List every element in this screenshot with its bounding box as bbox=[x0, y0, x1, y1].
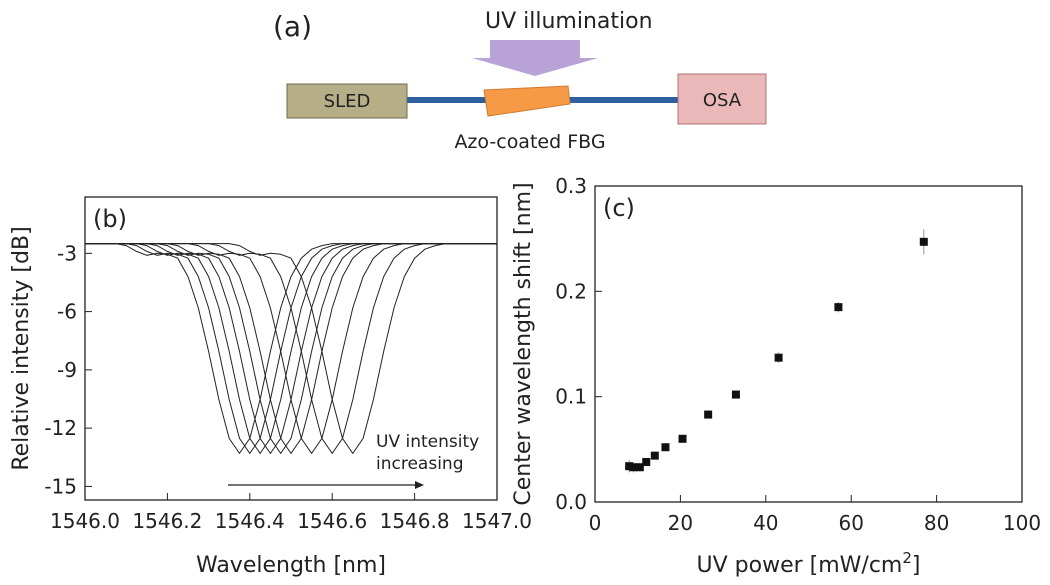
data-point bbox=[650, 451, 659, 460]
osa-label: OSA bbox=[703, 90, 742, 111]
x-tick-label: 60 bbox=[838, 511, 863, 535]
panel-label: (b) bbox=[93, 205, 127, 233]
spectrum-line bbox=[85, 243, 497, 455]
spectrum-line bbox=[85, 243, 497, 455]
trend-arrowhead bbox=[415, 481, 424, 489]
data-point bbox=[731, 390, 740, 399]
setup-diagram: (a) UV illumination SLED Azo-coated FBG … bbox=[273, 9, 767, 153]
spectrum-line bbox=[85, 243, 497, 455]
y-tick-label: -3 bbox=[57, 241, 77, 265]
spectrum-line bbox=[85, 243, 497, 455]
x-axis-label-end: ] bbox=[912, 553, 921, 578]
x-tick-label: 1546.6 bbox=[297, 509, 367, 533]
spectrum-line bbox=[85, 243, 497, 455]
x-tick-label: 1546.2 bbox=[132, 509, 202, 533]
sled-label: SLED bbox=[324, 91, 371, 112]
sled-box bbox=[286, 83, 408, 119]
y-tick-label: 0.1 bbox=[555, 385, 587, 409]
plot-frame bbox=[84, 196, 498, 501]
x-axis-label-text: UV power [mW/cm bbox=[697, 553, 903, 578]
y-tick-label: 0.3 bbox=[555, 174, 587, 198]
spectrum-line bbox=[85, 243, 497, 455]
x-tick-label: 20 bbox=[668, 511, 693, 535]
panel-label: (a) bbox=[273, 10, 312, 43]
panel-label: (c) bbox=[603, 194, 635, 222]
x-tick-label: 0 bbox=[589, 511, 602, 535]
y-tick-label: -6 bbox=[57, 300, 77, 324]
spectrum-line bbox=[85, 243, 497, 455]
y-tick-label: -12 bbox=[44, 416, 77, 440]
annotation: increasing bbox=[376, 454, 463, 474]
x-tick-label: 1546.4 bbox=[215, 509, 285, 533]
data-point bbox=[774, 353, 783, 362]
data-point bbox=[625, 462, 634, 471]
uv-arrow bbox=[472, 40, 598, 76]
x-tick-label: 40 bbox=[753, 511, 778, 535]
fbg-label: Azo-coated FBG bbox=[454, 131, 605, 153]
data-point bbox=[642, 457, 651, 466]
x-tick-label: 80 bbox=[924, 511, 949, 535]
y-tick-label: 0.2 bbox=[555, 279, 587, 303]
y-tick-label: -9 bbox=[57, 358, 77, 382]
y-axis-label: Relative intensity [dB] bbox=[9, 226, 34, 470]
x-tick-label: 100 bbox=[1003, 511, 1041, 535]
fbg bbox=[483, 85, 571, 117]
plot-frame bbox=[594, 185, 1023, 503]
annotation: UV intensity bbox=[376, 432, 479, 452]
data-point bbox=[661, 443, 670, 452]
spectrum-line bbox=[85, 243, 497, 455]
data-point bbox=[629, 463, 638, 472]
x-axis-label: Wavelength [nm] bbox=[196, 553, 386, 578]
x-tick-label: 1547.0 bbox=[462, 509, 532, 533]
data-point bbox=[834, 303, 843, 312]
osa-box bbox=[677, 73, 767, 125]
x-axis-label-text: Wavelength [nm] bbox=[196, 553, 386, 578]
x-tick-label: 1546.8 bbox=[380, 509, 450, 533]
data-point bbox=[635, 463, 644, 472]
y-axis-label: Center wavelength shift [nm] bbox=[511, 182, 536, 505]
data-point bbox=[919, 237, 928, 246]
x-axis-label: UV power [mW/cm2] bbox=[697, 549, 921, 578]
y-tick-label: 0.0 bbox=[555, 490, 587, 514]
x-tick-label: 1546.0 bbox=[50, 509, 120, 533]
spectrum-line bbox=[85, 243, 497, 455]
y-tick-label: -15 bbox=[44, 474, 77, 498]
data-point bbox=[678, 434, 687, 443]
uv-label: UV illumination bbox=[485, 9, 653, 34]
data-point bbox=[704, 410, 713, 419]
x-axis-label-sup: 2 bbox=[902, 549, 912, 567]
